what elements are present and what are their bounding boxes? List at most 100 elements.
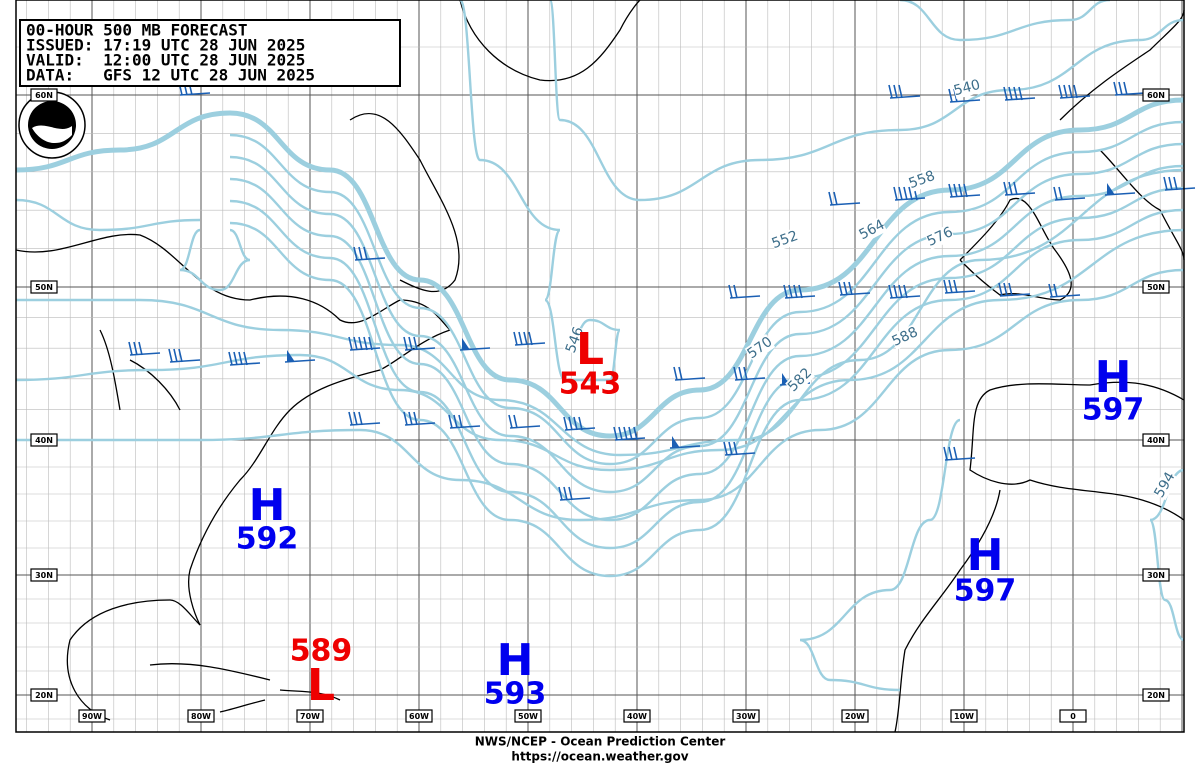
barb-feather — [408, 336, 413, 351]
wind-barb — [168, 348, 201, 363]
wind-barb — [728, 284, 761, 299]
footer-line: https://ocean.weather.gov — [511, 750, 688, 764]
barb-feather — [563, 486, 568, 501]
barb-feather — [138, 341, 143, 356]
wind-barb — [998, 282, 1031, 297]
wind-barb — [563, 416, 596, 431]
contour-line — [458, 0, 622, 382]
wind-barb — [348, 336, 381, 351]
barb-shaft — [509, 425, 541, 429]
wind-barbs — [128, 81, 1196, 501]
contour-label-bg — [907, 168, 937, 192]
barb-feather — [898, 284, 903, 299]
barb-feather — [1008, 282, 1013, 297]
barb-feather — [633, 426, 638, 441]
barb-feather — [948, 183, 953, 198]
barb-feather — [233, 351, 238, 366]
wind-barb — [733, 366, 766, 381]
center-value: 593 — [484, 677, 547, 712]
barb-feather — [1003, 181, 1008, 196]
grid-label: 30N — [1147, 571, 1165, 580]
wind-barb — [508, 414, 541, 429]
barb-feather — [838, 281, 843, 296]
coastline — [349, 113, 460, 293]
grid-label-box — [187, 709, 215, 723]
barb-feather — [733, 284, 738, 299]
grid-label: 20N — [1147, 691, 1165, 700]
barb-feather — [728, 284, 733, 299]
center-value: 543 — [559, 367, 622, 402]
noaa-logo — [18, 91, 86, 159]
barb-feather — [363, 246, 368, 261]
barb-feather — [1003, 86, 1008, 101]
barb-feather — [828, 191, 833, 206]
contour-line — [15, 198, 201, 232]
grid-label: 0 — [1070, 712, 1076, 721]
header-line: ISSUED: 17:19 UTC 28 JUN 2025 — [26, 36, 305, 55]
barb-feather — [798, 284, 803, 299]
center-value: 589 — [290, 634, 353, 669]
barb-feather — [733, 366, 738, 381]
barb-shaft — [889, 295, 921, 299]
barb-feather — [893, 84, 898, 99]
barb-feather — [1058, 84, 1063, 99]
grid-label-box — [78, 709, 106, 723]
coastline — [149, 663, 341, 713]
wind-barb — [838, 281, 871, 296]
footer-line: NWS/NCEP - Ocean Prediction Center — [475, 735, 726, 749]
barb-feather — [128, 341, 133, 356]
barb-feather — [1118, 81, 1123, 96]
barb-shaft — [729, 295, 761, 299]
barb-feather — [953, 183, 958, 198]
barb-feather — [403, 336, 408, 351]
barb-feather — [1008, 86, 1013, 101]
contour-label-bg — [770, 228, 800, 252]
coastlines — [15, 0, 1185, 733]
contour-line — [899, 0, 1111, 42]
logo-bird — [32, 125, 72, 144]
header-box — [19, 19, 401, 87]
barb-feather — [953, 446, 958, 461]
center-value: 592 — [236, 522, 299, 557]
grid-label: 50W — [518, 712, 538, 721]
barb-shaft — [784, 295, 816, 299]
barb-shaft — [944, 457, 976, 461]
barb-shaft — [354, 257, 386, 261]
barb-shaft — [1049, 294, 1081, 298]
barb-feather — [368, 336, 373, 351]
header-line: 00-HOUR 500 MB FORECAST — [26, 21, 248, 40]
barb-feather — [358, 411, 363, 426]
wind-barb — [284, 350, 316, 363]
grid-label-box — [950, 709, 978, 723]
barb-feather — [848, 281, 853, 296]
grid-label: 40N — [35, 436, 53, 445]
barb-feather — [723, 441, 728, 456]
center-symbol: H — [1095, 352, 1132, 403]
wind-barb — [943, 279, 976, 294]
contour-line — [16, 268, 1185, 522]
barb-feather — [568, 416, 573, 431]
grid-label-box — [841, 709, 869, 723]
barb-feather — [793, 284, 798, 299]
barb-feather — [958, 183, 963, 198]
barb-shaft — [449, 425, 481, 429]
barb-shaft — [999, 293, 1031, 297]
barb-feather — [898, 186, 903, 201]
barb-feather — [678, 366, 683, 381]
contour-label-bg — [785, 365, 815, 395]
grid-label-box — [1142, 88, 1170, 102]
grid-label-box — [1142, 280, 1170, 294]
barb-shaft — [1004, 192, 1036, 196]
barb-feather — [738, 366, 743, 381]
barb-feather — [403, 411, 408, 426]
barb-feather — [1013, 86, 1018, 101]
barb-feather — [578, 416, 583, 431]
barb-shaft — [1114, 92, 1146, 96]
contour-label-bg — [952, 76, 982, 100]
barb-feather — [453, 414, 458, 429]
barb-feather — [1173, 176, 1178, 191]
wind-barb — [128, 341, 161, 356]
contour-line — [15, 228, 1185, 472]
